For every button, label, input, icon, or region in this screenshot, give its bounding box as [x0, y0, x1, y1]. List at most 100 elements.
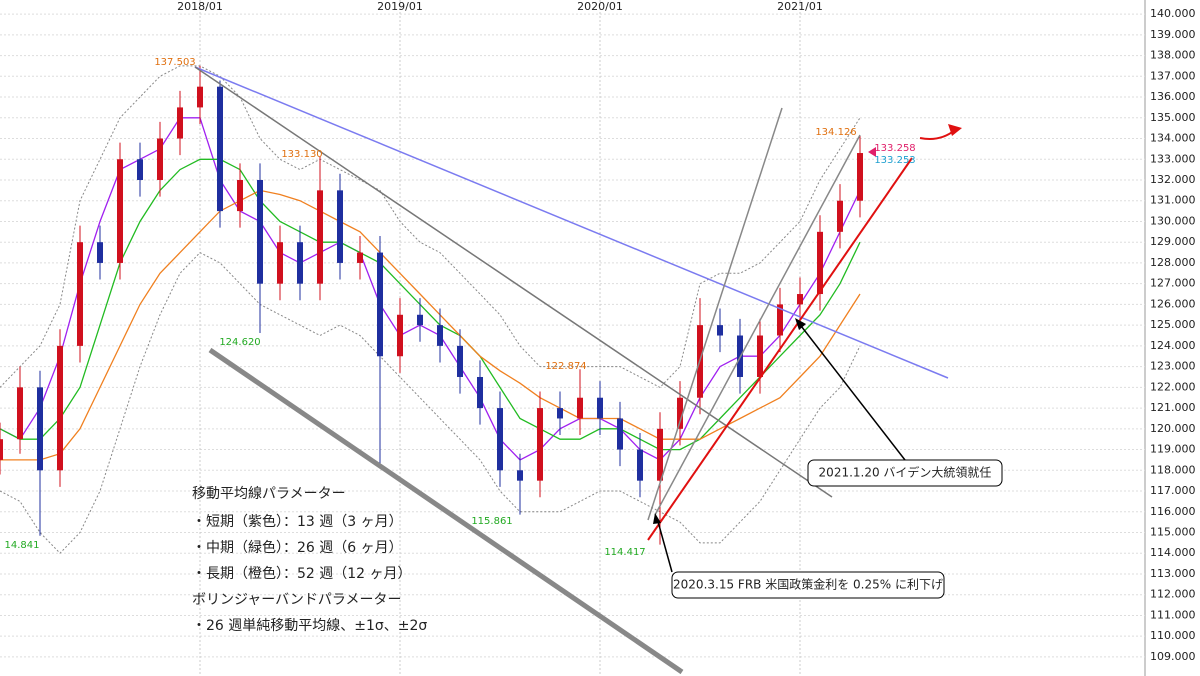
candle-body — [337, 190, 343, 263]
y-tick-label: 112.000 — [1150, 588, 1196, 601]
candle-body — [857, 153, 863, 201]
y-tick-label: 135.000 — [1150, 111, 1196, 124]
price-label: 133.253 — [874, 155, 915, 166]
x-tick-label: 2020/01 — [577, 0, 623, 13]
candle-body — [417, 314, 423, 326]
candle-body — [617, 418, 623, 450]
candle-body — [437, 325, 443, 346]
y-tick-label: 137.000 — [1150, 69, 1196, 82]
callout-box — [671, 571, 945, 599]
candle-body — [557, 408, 563, 419]
note: ボリンジャーバンドパラメーター — [192, 592, 401, 608]
annotation: 2021.1.20 バイデン大統領就任 — [819, 465, 992, 480]
y-tick-label: 118.000 — [1150, 463, 1196, 476]
candle-body — [657, 428, 663, 481]
candle-body — [37, 387, 43, 471]
candle-body — [217, 86, 223, 212]
y-tick-label: 139.000 — [1150, 28, 1196, 41]
candle-body — [837, 200, 843, 232]
candle-body — [757, 335, 763, 377]
candle-body — [597, 397, 603, 419]
y-tick-label: 110.000 — [1150, 629, 1196, 642]
callout-arrow — [797, 321, 906, 461]
x-tick-label: 2021/01 — [777, 0, 823, 13]
candle-body — [297, 242, 303, 284]
candle-body — [57, 345, 63, 471]
candle-body — [797, 294, 803, 305]
indicator-line — [0, 65, 861, 389]
y-tick-label: 136.000 — [1150, 90, 1196, 103]
y-tick-label: 119.000 — [1150, 443, 1196, 456]
annotation: 2020.3.15 FRB 米国政策金利を 0.25% に利下げ — [673, 577, 943, 592]
arrow-head — [653, 513, 661, 524]
candle-body — [17, 387, 23, 440]
y-tick-label: 128.000 — [1150, 256, 1196, 269]
indicator-line — [0, 189, 861, 461]
candle-body — [637, 449, 643, 481]
y-tick-label: 138.000 — [1150, 49, 1196, 62]
candle-body — [477, 376, 483, 409]
candle-body — [577, 397, 583, 419]
candle-body — [777, 304, 783, 336]
price-label: 137.503 — [154, 57, 195, 68]
x-tick-label: 2018/01 — [177, 0, 223, 13]
arrow-head — [948, 124, 962, 136]
candle-body — [517, 470, 523, 481]
indicator-line — [0, 158, 861, 451]
candle-body — [237, 179, 243, 212]
trend-line — [194, 66, 949, 379]
note: ・短期（紫色）：13 週（3 ヶ月） — [192, 513, 403, 530]
trend-line — [654, 134, 861, 516]
arrow-head — [795, 318, 806, 330]
candle-body — [717, 325, 723, 336]
y-tick-label: 123.000 — [1150, 360, 1196, 373]
price-label: 14.841 — [5, 540, 40, 551]
price-label: 133.130 — [281, 149, 322, 160]
candle-body — [457, 345, 463, 377]
candle-body — [197, 86, 203, 108]
y-tick-label: 140.000 — [1150, 7, 1196, 20]
candle-body — [317, 190, 323, 284]
trend-line — [194, 66, 833, 498]
indicator-line — [0, 251, 861, 554]
y-tick-label: 133.000 — [1150, 152, 1196, 165]
note: 移動平均線パラメーター — [192, 486, 346, 502]
y-tick-label: 111.000 — [1150, 608, 1196, 621]
candle-body — [357, 252, 363, 263]
y-tick-label: 126.000 — [1150, 297, 1196, 310]
callout-arrow — [656, 517, 673, 573]
candle-body — [397, 314, 403, 357]
candle-body — [377, 252, 383, 357]
candle-body — [257, 179, 263, 284]
y-tick-label: 125.000 — [1150, 318, 1196, 331]
y-tick-label: 134.000 — [1150, 132, 1196, 145]
y-tick-label: 130.000 — [1150, 214, 1196, 227]
trend-line — [647, 157, 913, 541]
candle-body — [157, 138, 163, 180]
price-label: 114.417 — [604, 547, 645, 558]
note: ・26 週単純移動平均線、±1σ、±2σ — [192, 618, 427, 634]
candle-body — [97, 242, 103, 263]
y-tick-label: 124.000 — [1150, 339, 1196, 352]
note: ・中期（緑色）：26 週（6 ヶ月） — [192, 539, 403, 556]
y-tick-label: 121.000 — [1150, 401, 1196, 414]
candle-body — [277, 242, 283, 284]
y-tick-label: 129.000 — [1150, 235, 1196, 248]
y-tick-label: 131.000 — [1150, 194, 1196, 207]
price-marker — [868, 147, 876, 157]
candle-body — [0, 439, 3, 460]
price-label: 115.861 — [471, 516, 512, 527]
x-tick-label: 2019/01 — [377, 0, 423, 13]
price-label: 122.874 — [545, 361, 586, 372]
callout-box — [807, 459, 1003, 487]
indicator-line — [0, 117, 861, 461]
y-tick-label: 115.000 — [1150, 526, 1196, 539]
y-tick-label: 116.000 — [1150, 505, 1196, 518]
y-tick-label: 120.000 — [1150, 422, 1196, 435]
trend-line — [208, 347, 684, 675]
price-label: 124.620 — [219, 337, 260, 348]
y-tick-label: 127.000 — [1150, 277, 1196, 290]
candle-body — [537, 408, 543, 481]
trend-line — [647, 107, 783, 521]
